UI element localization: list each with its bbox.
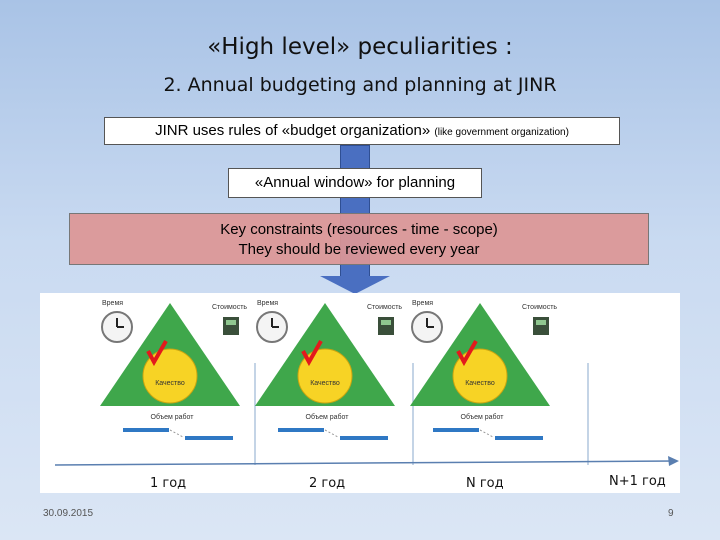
- unit-3: Время Стоимость Качество Объем работ: [410, 300, 557, 440]
- rules-box-main: JINR uses rules of «budget organization»: [155, 122, 435, 139]
- key-constraints-box: Key constraints (resources - time - scop…: [69, 213, 649, 265]
- time-label: Время: [102, 300, 123, 307]
- page-number: 9: [668, 508, 674, 519]
- scope-bar-right: [185, 436, 233, 440]
- timeline-axis: [54, 460, 677, 466]
- triangles-timeline-panel: Время Стоимость Качество Объем работ Вре…: [40, 293, 680, 493]
- scope-bar-left: [123, 428, 169, 432]
- time-label: Время: [412, 300, 433, 307]
- cash-register-icon: [378, 317, 394, 335]
- timeline-arrow-icon: [668, 456, 679, 466]
- check-icon: [301, 340, 323, 367]
- footer-date: 30.09.2015: [43, 508, 94, 519]
- cost-label: Стоимость: [367, 304, 402, 311]
- cost-label: Стоимость: [212, 304, 247, 311]
- quality-circle: [142, 348, 198, 404]
- key-constraints-line2: They should be reviewed every year: [238, 241, 480, 258]
- clock-icon: [411, 311, 443, 343]
- scope-bar-right: [495, 436, 543, 440]
- clock-icon: [256, 311, 288, 343]
- slide-subtitle: 2. Annual budgeting and planning at JINR: [163, 74, 557, 96]
- unit-1: Время Стоимость Качество Объем работ: [100, 300, 247, 440]
- key-constraints-line1: Key constraints (resources - time - scop…: [220, 221, 498, 238]
- quality-label: Качество: [465, 380, 495, 387]
- quality-circle: [452, 348, 508, 404]
- timeline-label-2: 2 год: [309, 476, 345, 491]
- quality-circle: [297, 348, 353, 404]
- cash-register-icon: [223, 317, 239, 335]
- triangles-timeline-svg: Время Стоимость Качество Объем работ Вре…: [54, 300, 679, 491]
- timeline-label-1: 1 год: [150, 476, 186, 491]
- rules-box-note: (like government organization): [434, 127, 569, 138]
- scope-bar-left: [433, 428, 479, 432]
- down-arrow-head: [320, 276, 390, 294]
- scope-label: Объем работ: [151, 413, 195, 421]
- cost-label: Стоимость: [522, 304, 557, 311]
- timeline-label-3: N год: [466, 476, 504, 491]
- quality-label: Качество: [155, 380, 185, 387]
- scope-bar-left: [278, 428, 324, 432]
- rules-box: JINR uses rules of «budget organization»…: [104, 117, 620, 145]
- cash-register-icon: [533, 317, 549, 335]
- timeline-label-4: N+1 год: [609, 474, 666, 489]
- check-icon: [146, 340, 168, 367]
- scope-bar-right: [340, 436, 388, 440]
- quality-label: Качество: [310, 380, 340, 387]
- scope-label: Объем работ: [461, 413, 505, 421]
- time-label: Время: [257, 300, 278, 307]
- check-icon: [456, 340, 478, 367]
- unit-2: Время Стоимость Качество Объем работ: [255, 300, 402, 440]
- slide-title: «High level» peculiarities :: [207, 34, 513, 60]
- annual-window-box: «Annual window» for planning: [228, 168, 482, 198]
- scope-label: Объем работ: [306, 413, 350, 421]
- clock-icon: [101, 311, 133, 343]
